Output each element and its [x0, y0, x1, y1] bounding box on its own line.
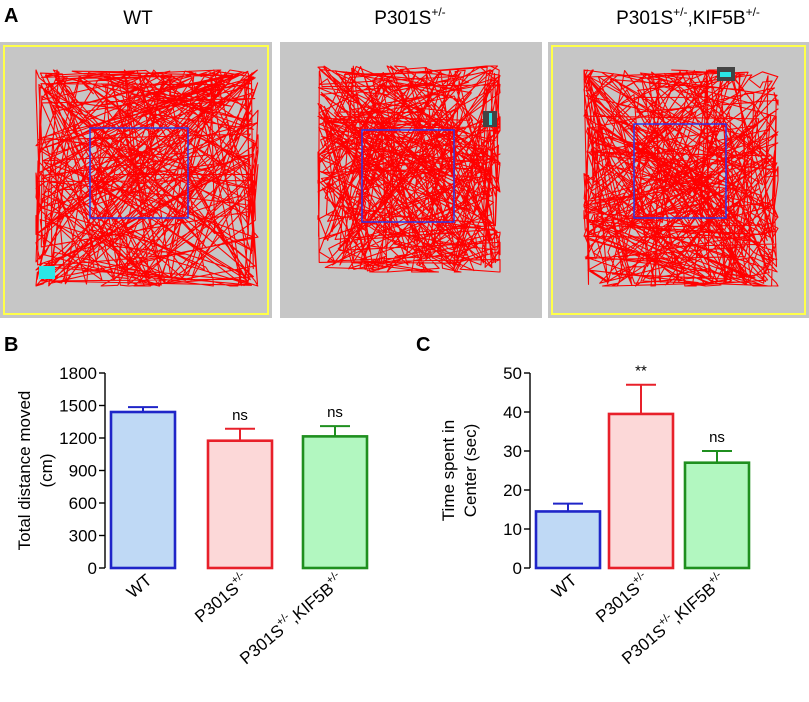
- significance-label: ns: [709, 429, 725, 446]
- y-tick-label: 40: [503, 403, 522, 422]
- bar: [607, 412, 675, 570]
- y-tick-label: 1800: [59, 364, 97, 383]
- panel-b-label: B: [4, 334, 18, 356]
- y-tick-label: 10: [503, 520, 522, 539]
- y-tick-label: 1200: [59, 429, 97, 448]
- y-tick-label: 50: [503, 364, 522, 383]
- start-marker: [39, 266, 55, 279]
- significance-label: ns: [232, 407, 248, 424]
- center-zone: [633, 123, 727, 219]
- panel-c-label: C: [416, 334, 430, 356]
- y-tick-label: 1500: [59, 397, 97, 416]
- y-axis-label: Time spent in Center (sec): [439, 420, 480, 521]
- arena-titles: WT P301S+/- P301S+/-,KIF5B+/-: [123, 5, 760, 29]
- movement-track: [583, 69, 779, 287]
- y-tick-label: 300: [69, 527, 97, 546]
- bar: [109, 410, 177, 570]
- movement-track: [35, 69, 259, 287]
- arena-border: [551, 45, 806, 315]
- arena-title-p301s: P301S+/-: [374, 5, 445, 29]
- start-marker-highlight: [720, 72, 731, 77]
- significance-label: **: [635, 363, 647, 380]
- bar: [683, 461, 751, 570]
- x-tick-label: P301S+/-,KIF5B+/-: [235, 569, 348, 668]
- x-tick-label: WT: [548, 571, 580, 603]
- track-path: [35, 69, 259, 287]
- y-axis-label: Total distance moved (cm): [15, 391, 56, 551]
- arena-title-p301s-kif5b: P301S+/-,KIF5B+/-: [616, 5, 760, 29]
- y-tick-label: 0: [88, 559, 97, 578]
- y-tick-label: 20: [503, 481, 522, 500]
- chart-time-in-center: 0 10 20 30 40 50 Time spent in Center (sec) WT **…: [439, 363, 751, 668]
- arena-p301s-kif5b: [548, 42, 809, 318]
- bar: [534, 510, 602, 570]
- y-tick-label: 30: [503, 442, 522, 461]
- track-path: [583, 69, 779, 287]
- arena-title-wt: WT: [123, 8, 153, 29]
- significance-label: ns: [327, 404, 343, 421]
- arena-border: [3, 45, 269, 315]
- x-tick-label: WT: [123, 571, 155, 603]
- bar: [301, 435, 369, 570]
- center-zone: [361, 129, 455, 223]
- x-tick-label: P301S+/-: [190, 569, 253, 627]
- y-tick-label: 600: [69, 494, 97, 513]
- bar: [206, 439, 274, 570]
- y-tick-label: 0: [513, 559, 522, 578]
- center-zone: [89, 127, 189, 219]
- arena-p301s: [280, 42, 542, 318]
- track-path: [317, 65, 501, 273]
- panel-a-label: A: [4, 5, 18, 27]
- movement-track: [317, 65, 501, 273]
- y-tick-label: 900: [69, 462, 97, 481]
- x-tick-label: P301S+/-: [591, 569, 654, 627]
- start-marker-highlight: [489, 113, 492, 125]
- arena-wt: [0, 42, 272, 318]
